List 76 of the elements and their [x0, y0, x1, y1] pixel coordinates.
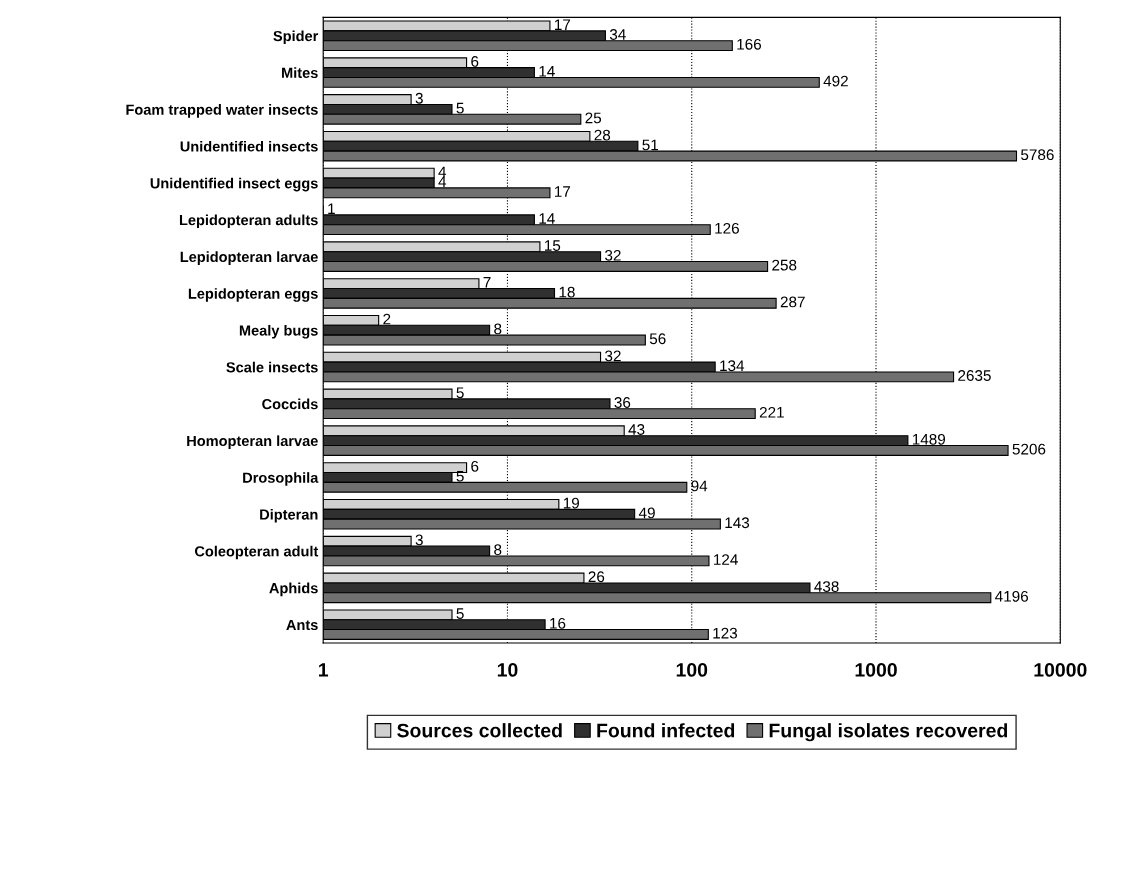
data-label: 7 [483, 277, 491, 288]
data-label: 25 [585, 112, 602, 124]
data-label: 123 [713, 627, 738, 639]
data-label: 124 [714, 554, 738, 565]
y-tick-label: Unidentified insect eggs [150, 177, 318, 192]
data-label: 14 [539, 213, 555, 224]
data-label: 16 [550, 617, 566, 629]
data-label: 5 [456, 470, 464, 482]
data-label: 2 [383, 313, 391, 325]
x-tick-label: 100 [676, 663, 708, 677]
data-label: 5206 [1012, 443, 1046, 455]
data-label: 17 [555, 19, 571, 30]
y-tick-label: Unidentified insects [180, 140, 318, 152]
y-tick-label: Drosophila [243, 472, 319, 486]
data-label: 32 [605, 350, 621, 362]
data-label: 287 [780, 296, 805, 308]
x-tick-label: 1000 [855, 663, 897, 677]
data-label: 8 [494, 544, 502, 556]
data-label: 26 [588, 571, 605, 583]
data-label: 94 [691, 480, 708, 492]
data-label: 51 [642, 139, 659, 151]
data-label: 4196 [995, 590, 1029, 602]
legend-label: Fungal isolates recovered [769, 723, 1008, 742]
y-tick-label: Coleopteran adult [194, 545, 319, 560]
data-label: 32 [605, 249, 621, 261]
data-label: 28 [594, 129, 611, 141]
data-label: 1 [328, 203, 335, 214]
data-label: 4 [438, 166, 447, 178]
data-label: 143 [725, 517, 750, 529]
data-label: 5 [456, 608, 464, 619]
x-tick-label: 10000 [1034, 663, 1087, 677]
data-label: 19 [563, 497, 580, 509]
y-tick-label: Ants [286, 619, 318, 631]
x-tick-label: 10 [497, 663, 518, 677]
data-label: 4 [438, 176, 447, 187]
data-label: 1489 [912, 433, 946, 445]
y-tick-label: Mealy bugs [239, 324, 318, 339]
y-tick-label: Scale insects [226, 361, 318, 373]
data-label: 8 [494, 323, 502, 335]
data-label: 15 [544, 240, 561, 251]
data-label: 3 [415, 534, 423, 546]
data-label: 258 [772, 259, 797, 271]
data-label: 36 [614, 397, 631, 408]
data-label: 5786 [1021, 149, 1054, 161]
data-label: 17 [555, 186, 571, 197]
data-label: 438 [814, 581, 839, 592]
data-label: 5 [456, 102, 464, 114]
y-tick-label: Coccids [262, 398, 318, 410]
data-label: 134 [720, 360, 745, 372]
y-tick-label: Dipteran [260, 508, 318, 523]
data-label: 126 [715, 222, 739, 234]
data-label: 2635 [958, 370, 991, 381]
data-label: 43 [628, 424, 645, 435]
x-tick-label: 1 [319, 663, 329, 677]
y-tick-label: Mites [282, 67, 318, 79]
data-label: 3 [415, 92, 423, 104]
data-label: 492 [823, 75, 848, 87]
legend-label: Found infected [597, 723, 735, 738]
data-label: 34 [609, 29, 626, 40]
data-label: 6 [471, 460, 479, 472]
y-tick-label: Lepidopteran larvae [180, 251, 318, 265]
y-tick-label: Lepidopteran adults [179, 214, 318, 229]
data-label: 5 [456, 387, 464, 399]
y-tick-label: Lepidopteran eggs [188, 288, 318, 302]
data-label: 49 [638, 507, 655, 519]
legend-label: Sources collected [397, 723, 562, 738]
y-tick-label: Spider [273, 30, 319, 45]
data-label: 6 [471, 56, 479, 67]
data-label: 18 [559, 286, 575, 298]
y-tick-label: Aphids [269, 582, 318, 597]
y-tick-label: Foam trapped water insects [126, 104, 318, 118]
data-label: 56 [649, 333, 666, 345]
data-label: 221 [759, 406, 784, 418]
data-label: 14 [539, 66, 555, 77]
data-label: 166 [737, 38, 762, 50]
y-tick-label: Homopteran larvae [187, 435, 318, 449]
